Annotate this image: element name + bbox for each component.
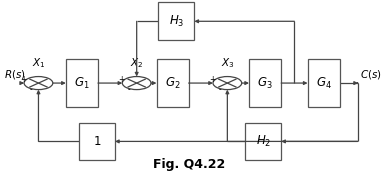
Text: -: -	[30, 85, 32, 94]
FancyBboxPatch shape	[308, 59, 340, 107]
Text: $G_4$: $G_4$	[316, 76, 332, 91]
Text: $X_3$: $X_3$	[220, 56, 234, 70]
Text: Fig. Q4.22: Fig. Q4.22	[154, 158, 226, 171]
Text: $R(s)$: $R(s)$	[5, 68, 26, 81]
Text: $G_2$: $G_2$	[165, 76, 180, 91]
FancyBboxPatch shape	[158, 2, 194, 40]
Text: $X_1$: $X_1$	[32, 56, 45, 70]
Text: $H_3$: $H_3$	[169, 14, 184, 29]
Text: $G_3$: $G_3$	[257, 76, 273, 91]
Text: -: -	[128, 85, 130, 94]
Text: $C(s)$: $C(s)$	[360, 68, 381, 81]
Text: +: +	[209, 75, 215, 84]
Text: $H_2$: $H_2$	[256, 134, 271, 149]
FancyBboxPatch shape	[66, 59, 98, 107]
Text: $1$: $1$	[93, 135, 101, 148]
Text: +: +	[119, 75, 125, 84]
Text: $G_1$: $G_1$	[74, 76, 90, 91]
Text: $X_2$: $X_2$	[130, 56, 143, 70]
FancyBboxPatch shape	[245, 122, 281, 160]
FancyBboxPatch shape	[156, 59, 189, 107]
FancyBboxPatch shape	[79, 122, 115, 160]
Text: +: +	[20, 75, 27, 84]
Text: -: -	[218, 85, 221, 94]
FancyBboxPatch shape	[249, 59, 281, 107]
